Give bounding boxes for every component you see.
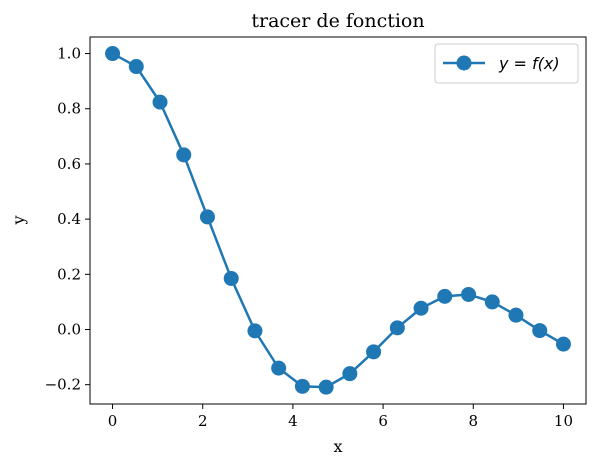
x-tick-label: 8 (468, 412, 478, 430)
data-point (318, 379, 334, 395)
data-point (413, 300, 429, 316)
data-point (294, 378, 310, 394)
y-tick-label: −0.2 (45, 376, 81, 394)
x-tick-label: 0 (108, 412, 118, 430)
x-axis-label: x (333, 437, 342, 456)
legend-box (434, 43, 579, 84)
plot-area (89, 36, 587, 405)
data-point (555, 336, 571, 352)
data-point (508, 307, 524, 323)
data-point (152, 94, 168, 110)
y-axis-label: y (9, 215, 28, 225)
x-tick-label: 10 (554, 412, 573, 430)
data-point (176, 147, 192, 163)
data-point (532, 323, 548, 339)
data-point (128, 59, 144, 75)
chart-title: tracer de fonction (251, 10, 424, 32)
data-point (437, 288, 453, 304)
y-tick-label: 0.2 (57, 265, 81, 283)
x-tick-label: 2 (198, 412, 208, 430)
data-point (389, 320, 405, 336)
series-line (111, 52, 565, 389)
legend: y = f(x) (434, 43, 579, 84)
data-point (461, 286, 477, 302)
plot-frame (89, 36, 587, 405)
data-point (484, 294, 500, 310)
data-point (342, 366, 358, 382)
data-point (247, 323, 263, 339)
legend-entry-label: y = f(x) (498, 54, 560, 73)
legend-marker-swatch (456, 55, 472, 71)
y-tick-label: 0.6 (57, 155, 81, 173)
x-tick-label: 4 (288, 412, 298, 430)
y-tick-label: 0.0 (57, 320, 81, 338)
y-tick-label: 0.4 (57, 210, 81, 228)
series-layer (105, 46, 571, 395)
data-point (105, 46, 121, 62)
y-axis: −0.2 0.0 0.2 0.4 0.6 0.8 1.0 (45, 45, 90, 394)
x-axis: 0 2 4 6 8 10 (108, 404, 573, 430)
data-point (366, 344, 382, 360)
y-tick-label: 0.8 (57, 100, 81, 118)
x-tick-label: 6 (378, 412, 388, 430)
data-point (271, 360, 287, 376)
data-point (199, 209, 215, 225)
y-tick-label: 1.0 (57, 45, 81, 63)
data-point (223, 270, 239, 286)
